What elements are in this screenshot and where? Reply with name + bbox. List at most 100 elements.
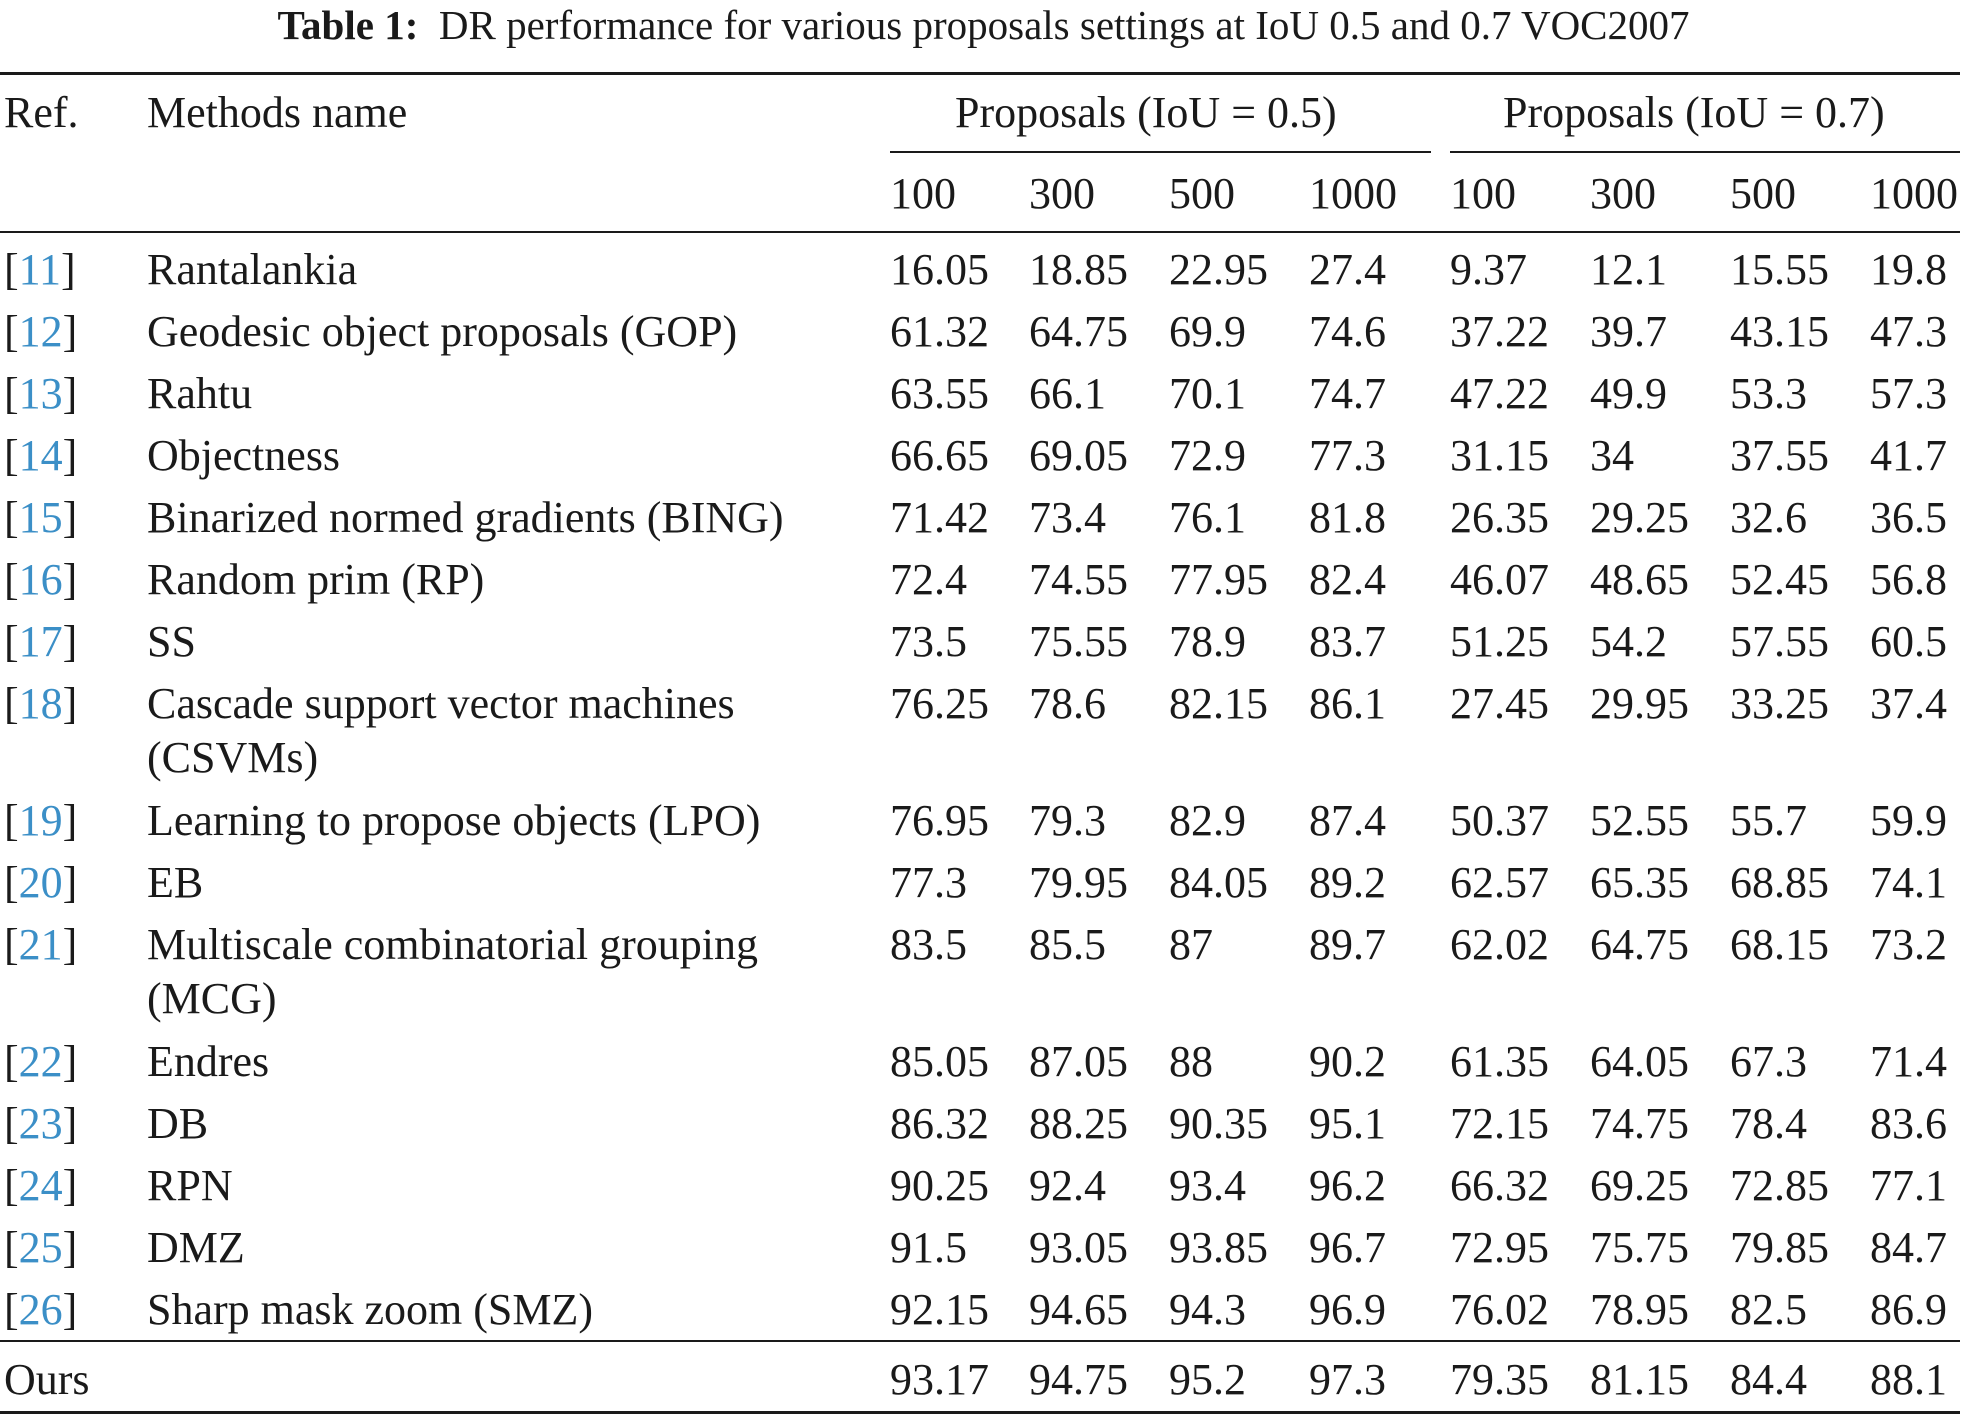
reference-citation[interactable]: [24] [4,1161,78,1210]
method-name: Objectness [147,431,341,480]
value-cell: 74.7 [1309,369,1386,418]
ours-value-cell: 88.1 [1870,1355,1947,1404]
reference-citation[interactable]: [18] [4,679,78,728]
value-cell: 82.4 [1309,555,1386,604]
reference-citation[interactable]: [17] [4,617,78,666]
value-cell: 83.7 [1309,617,1386,666]
value-cell: 61.35 [1450,1037,1549,1086]
value-cell: 77.95 [1169,555,1268,604]
header-count-iou05-500: 500 [1169,169,1235,218]
method-name: Sharp mask zoom (SMZ) [147,1285,594,1334]
reference-citation[interactable]: [11] [4,245,76,294]
reference-citation[interactable]: [13] [4,369,78,418]
value-cell: 37.22 [1450,307,1549,356]
ours-value-cell: 81.15 [1590,1355,1689,1404]
reference-link[interactable]: 25 [18,1223,63,1272]
reference-link[interactable]: 23 [18,1099,63,1148]
reference-link[interactable]: 18 [18,679,63,728]
value-cell: 92.15 [890,1285,989,1334]
value-cell: 57.3 [1870,369,1947,418]
reference-link[interactable]: 14 [18,431,63,480]
value-cell: 78.95 [1590,1285,1689,1334]
value-cell: 78.4 [1730,1099,1807,1148]
value-cell: 66.32 [1450,1161,1549,1210]
reference-citation[interactable]: [22] [4,1037,78,1086]
value-cell: 69.05 [1029,431,1128,480]
value-cell: 83.6 [1870,1099,1947,1148]
method-name: Cascade support vector machines (CSVMs) [147,679,735,782]
ours-value-cell: 94.75 [1029,1355,1128,1404]
value-cell: 51.25 [1450,617,1549,666]
value-cell: 60.5 [1870,617,1947,666]
top-rule [0,72,1960,75]
reference-citation[interactable]: [20] [4,858,78,907]
method-name: Geodesic object proposals (GOP) [147,307,738,356]
value-cell: 74.55 [1029,555,1128,604]
value-cell: 18.85 [1029,245,1128,294]
value-cell: 64.05 [1590,1037,1689,1086]
value-cell: 73.4 [1029,493,1106,542]
value-cell: 68.15 [1730,920,1829,969]
value-cell: 70.1 [1169,369,1246,418]
value-cell: 75.55 [1029,617,1128,666]
caption-label: Table 1: [277,2,419,48]
value-cell: 96.7 [1309,1223,1386,1272]
value-cell: 88 [1169,1037,1213,1086]
reference-citation[interactable]: [14] [4,431,78,480]
value-cell: 32.6 [1730,493,1807,542]
reference-citation[interactable]: [25] [4,1223,78,1272]
reference-citation[interactable]: [21] [4,920,78,969]
value-cell: 72.85 [1730,1161,1829,1210]
value-cell: 96.9 [1309,1285,1386,1334]
method-name: Random prim (RP) [147,555,485,604]
value-cell: 94.65 [1029,1285,1128,1334]
reference-link[interactable]: 20 [18,858,63,907]
reference-citation[interactable]: [23] [4,1099,78,1148]
value-cell: 62.02 [1450,920,1549,969]
value-cell: 47.22 [1450,369,1549,418]
value-cell: 84.05 [1169,858,1268,907]
value-cell: 66.1 [1029,369,1106,418]
reference-link[interactable]: 11 [18,245,62,294]
reference-link[interactable]: 15 [18,493,63,542]
value-cell: 76.02 [1450,1285,1549,1334]
header-count-iou07-300: 300 [1590,169,1656,218]
value-cell: 37.55 [1730,431,1829,480]
table-caption: Table 1: DR performance for various prop… [0,0,1967,58]
reference-citation[interactable]: [16] [4,555,78,604]
reference-link[interactable]: 21 [18,920,63,969]
value-cell: 89.7 [1309,920,1386,969]
value-cell: 33.25 [1730,679,1829,728]
header-count-iou07-100: 100 [1450,169,1516,218]
value-cell: 56.8 [1870,555,1947,604]
value-cell: 22.95 [1169,245,1268,294]
reference-citation[interactable]: [19] [4,796,78,845]
reference-citation[interactable]: [15] [4,493,78,542]
value-cell: 86.1 [1309,679,1386,728]
reference-citation[interactable]: [12] [4,307,78,356]
header-count-iou07-500: 500 [1730,169,1796,218]
value-cell: 62.57 [1450,858,1549,907]
value-cell: 82.15 [1169,679,1268,728]
reference-link[interactable]: 26 [18,1285,63,1334]
value-cell: 73.5 [890,617,967,666]
method-name: EB [147,858,204,907]
method-name: Multiscale combinatorial grouping (MCG) [147,920,758,1023]
value-cell: 85.5 [1029,920,1106,969]
reference-link[interactable]: 12 [18,307,63,356]
value-cell: 77.1 [1870,1161,1947,1210]
value-cell: 19.8 [1870,245,1947,294]
reference-link[interactable]: 22 [18,1037,63,1086]
reference-link[interactable]: 16 [18,555,63,604]
value-cell: 87.05 [1029,1037,1128,1086]
value-cell: 95.1 [1309,1099,1386,1148]
reference-citation[interactable]: [26] [4,1285,78,1334]
header-count-iou05-100: 100 [890,169,956,218]
reference-link[interactable]: 19 [18,796,63,845]
value-cell: 67.3 [1730,1037,1807,1086]
reference-link[interactable]: 17 [18,617,63,666]
reference-link[interactable]: 24 [18,1161,63,1210]
value-cell: 71.4 [1870,1037,1947,1086]
value-cell: 50.37 [1450,796,1549,845]
reference-link[interactable]: 13 [18,369,63,418]
